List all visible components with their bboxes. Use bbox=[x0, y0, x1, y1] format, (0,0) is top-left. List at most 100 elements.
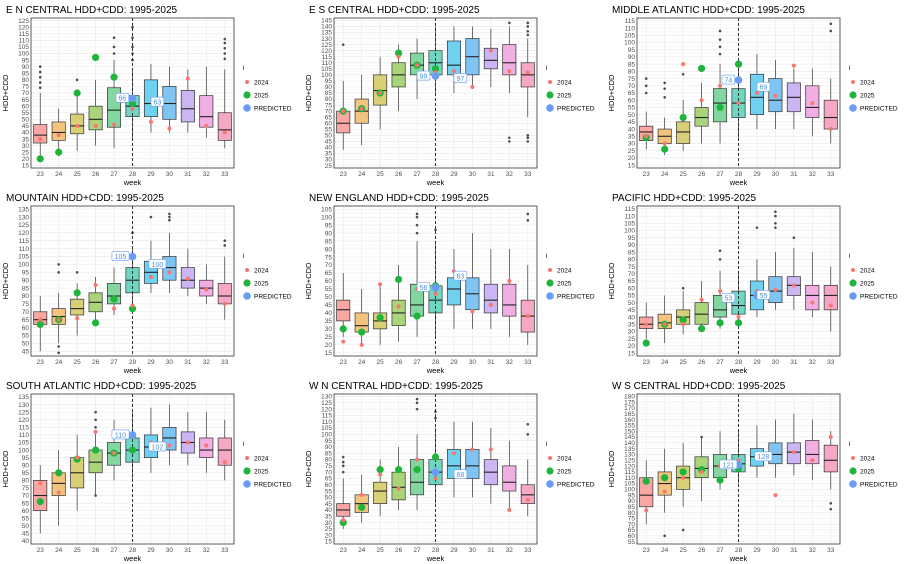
point-2025[interactable] bbox=[394, 466, 403, 474]
point-2024[interactable] bbox=[470, 447, 475, 452]
box-iqr[interactable] bbox=[502, 283, 517, 317]
box-iqr[interactable] bbox=[805, 284, 820, 311]
point-2024[interactable] bbox=[396, 54, 401, 59]
point-2024[interactable] bbox=[112, 451, 117, 456]
point-2024[interactable] bbox=[681, 322, 686, 327]
point-2024[interactable] bbox=[56, 133, 61, 138]
box-iqr[interactable] bbox=[694, 302, 709, 325]
point-2025[interactable] bbox=[697, 64, 706, 73]
point-2025[interactable] bbox=[394, 275, 403, 284]
point-2025[interactable] bbox=[413, 466, 421, 474]
point-2024[interactable] bbox=[681, 62, 686, 67]
point-predicted[interactable] bbox=[128, 431, 137, 439]
point-2024[interactable] bbox=[56, 317, 61, 322]
point-2024[interactable] bbox=[38, 317, 43, 322]
box-iqr[interactable] bbox=[217, 112, 232, 141]
point-2025[interactable] bbox=[716, 476, 724, 484]
point-2024[interactable] bbox=[378, 282, 383, 287]
point-2024[interactable] bbox=[773, 493, 778, 498]
point-2025[interactable] bbox=[697, 324, 706, 333]
point-2024[interactable] bbox=[662, 322, 667, 327]
box-iqr[interactable] bbox=[51, 121, 66, 141]
point-2024[interactable] bbox=[470, 309, 475, 314]
point-2025[interactable] bbox=[110, 73, 118, 81]
point-2024[interactable] bbox=[718, 289, 723, 294]
point-2025[interactable] bbox=[91, 53, 100, 62]
box-iqr[interactable] bbox=[823, 284, 838, 311]
point-2024[interactable] bbox=[204, 123, 209, 128]
point-2025[interactable] bbox=[413, 312, 421, 320]
box-iqr[interactable] bbox=[520, 484, 535, 505]
point-2025[interactable] bbox=[339, 325, 347, 333]
point-2024[interactable] bbox=[38, 137, 43, 142]
point-2024[interactable] bbox=[204, 287, 209, 292]
point-2024[interactable] bbox=[433, 291, 438, 296]
point-2025[interactable] bbox=[110, 295, 118, 303]
point-predicted[interactable] bbox=[734, 76, 743, 84]
point-2024[interactable] bbox=[644, 134, 649, 139]
point-2024[interactable] bbox=[222, 130, 227, 135]
point-2024[interactable] bbox=[644, 508, 649, 513]
point-predicted[interactable] bbox=[431, 283, 440, 292]
point-2024[interactable] bbox=[56, 490, 61, 495]
point-2025[interactable] bbox=[128, 305, 137, 313]
point-2024[interactable] bbox=[488, 48, 493, 53]
point-2024[interactable] bbox=[810, 300, 815, 305]
box-iqr[interactable] bbox=[33, 124, 48, 144]
point-2025[interactable] bbox=[91, 319, 100, 327]
point-2025[interactable] bbox=[661, 474, 669, 482]
point-2024[interactable] bbox=[828, 435, 833, 440]
point-2024[interactable] bbox=[488, 302, 493, 307]
point-2024[interactable] bbox=[112, 306, 117, 311]
point-2024[interactable] bbox=[791, 450, 796, 455]
point-2024[interactable] bbox=[810, 458, 815, 463]
point-2024[interactable] bbox=[148, 275, 153, 280]
point-2025[interactable] bbox=[55, 148, 63, 156]
point-2024[interactable] bbox=[38, 481, 43, 486]
point-2025[interactable] bbox=[358, 328, 366, 336]
point-2025[interactable] bbox=[36, 155, 44, 163]
point-predicted[interactable] bbox=[128, 94, 137, 103]
point-2025[interactable] bbox=[36, 320, 44, 329]
point-2024[interactable] bbox=[415, 63, 420, 68]
point-2024[interactable] bbox=[451, 69, 456, 74]
point-2025[interactable] bbox=[73, 89, 81, 97]
point-2024[interactable] bbox=[525, 497, 530, 502]
point-2025[interactable] bbox=[73, 289, 81, 297]
point-2024[interactable] bbox=[167, 270, 172, 275]
box-iqr[interactable] bbox=[70, 298, 85, 316]
point-2024[interactable] bbox=[93, 429, 98, 434]
point-2024[interactable] bbox=[662, 141, 667, 146]
point-2024[interactable] bbox=[507, 69, 512, 74]
point-2025[interactable] bbox=[91, 446, 100, 454]
box-iqr[interactable] bbox=[694, 107, 709, 127]
point-2024[interactable] bbox=[185, 276, 190, 281]
point-2024[interactable] bbox=[396, 304, 401, 309]
point-2024[interactable] bbox=[167, 443, 172, 448]
point-2024[interactable] bbox=[736, 101, 741, 106]
point-2024[interactable] bbox=[185, 76, 190, 81]
box-iqr[interactable] bbox=[162, 86, 177, 120]
box-iqr[interactable] bbox=[465, 449, 480, 479]
box-iqr[interactable] bbox=[823, 99, 838, 130]
box-iqr[interactable] bbox=[823, 444, 838, 473]
point-2024[interactable] bbox=[396, 486, 401, 491]
point-2025[interactable] bbox=[128, 99, 137, 108]
box-iqr[interactable] bbox=[336, 299, 351, 322]
box-iqr[interactable] bbox=[502, 465, 517, 492]
point-2024[interactable] bbox=[791, 63, 796, 68]
point-2024[interactable] bbox=[93, 282, 98, 287]
box-iqr[interactable] bbox=[805, 440, 820, 465]
point-2024[interactable] bbox=[791, 283, 796, 288]
point-2024[interactable] bbox=[130, 106, 135, 111]
point-2025[interactable] bbox=[661, 145, 669, 153]
point-2024[interactable] bbox=[112, 122, 117, 127]
point-2025[interactable] bbox=[376, 314, 384, 322]
box-iqr[interactable] bbox=[373, 481, 388, 505]
box-iqr[interactable] bbox=[199, 95, 214, 128]
point-2024[interactable] bbox=[470, 84, 475, 89]
point-2025[interactable] bbox=[734, 60, 743, 68]
point-2024[interactable] bbox=[754, 91, 759, 95]
point-2025[interactable] bbox=[358, 503, 366, 512]
point-2024[interactable] bbox=[736, 315, 741, 320]
